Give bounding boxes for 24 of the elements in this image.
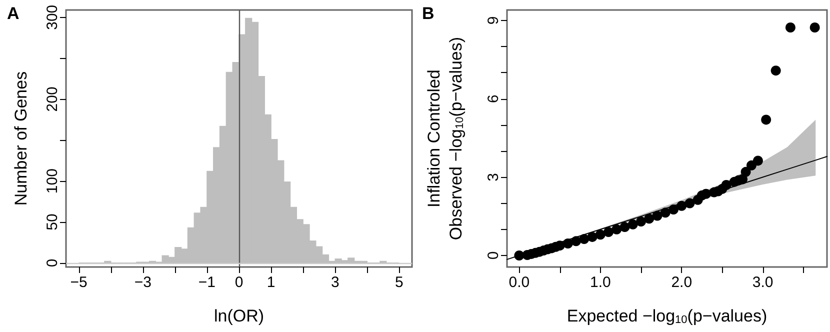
y-tick-label: 3 <box>485 172 502 182</box>
x-tick-label: 2.0 <box>671 274 692 291</box>
y-tick-label: 100 <box>44 168 61 194</box>
y-axis-title: Number of Genes <box>12 71 30 206</box>
x-tick-label: 0.0 <box>508 274 530 291</box>
x-axis-title: ln(OR) <box>214 306 264 326</box>
chart-title: B <box>422 4 434 23</box>
y-tick-label: 50 <box>44 214 61 230</box>
x-tick-label: 3 <box>330 274 340 291</box>
y-tick-label: 0 <box>485 251 502 260</box>
x-tick-label: 5 <box>395 274 404 291</box>
y-tick-label: 6 <box>485 94 502 103</box>
y-tick-label: 0 <box>44 258 61 268</box>
x-tick-label: −5 <box>70 274 88 291</box>
x-tick-label: −3 <box>134 274 152 291</box>
x-tick-label: 1.0 <box>590 274 611 291</box>
chart-title: A <box>7 4 20 23</box>
y-tick-label: 200 <box>44 86 61 112</box>
x-tick-label: 3.0 <box>752 274 774 291</box>
x-tick-label: 1 <box>266 274 276 291</box>
y-tick-label: 9 <box>485 16 502 25</box>
x-tick-label: −1 <box>198 274 216 291</box>
x-tick-label: 0 <box>234 274 244 291</box>
y-tick-label: 300 <box>44 4 61 30</box>
